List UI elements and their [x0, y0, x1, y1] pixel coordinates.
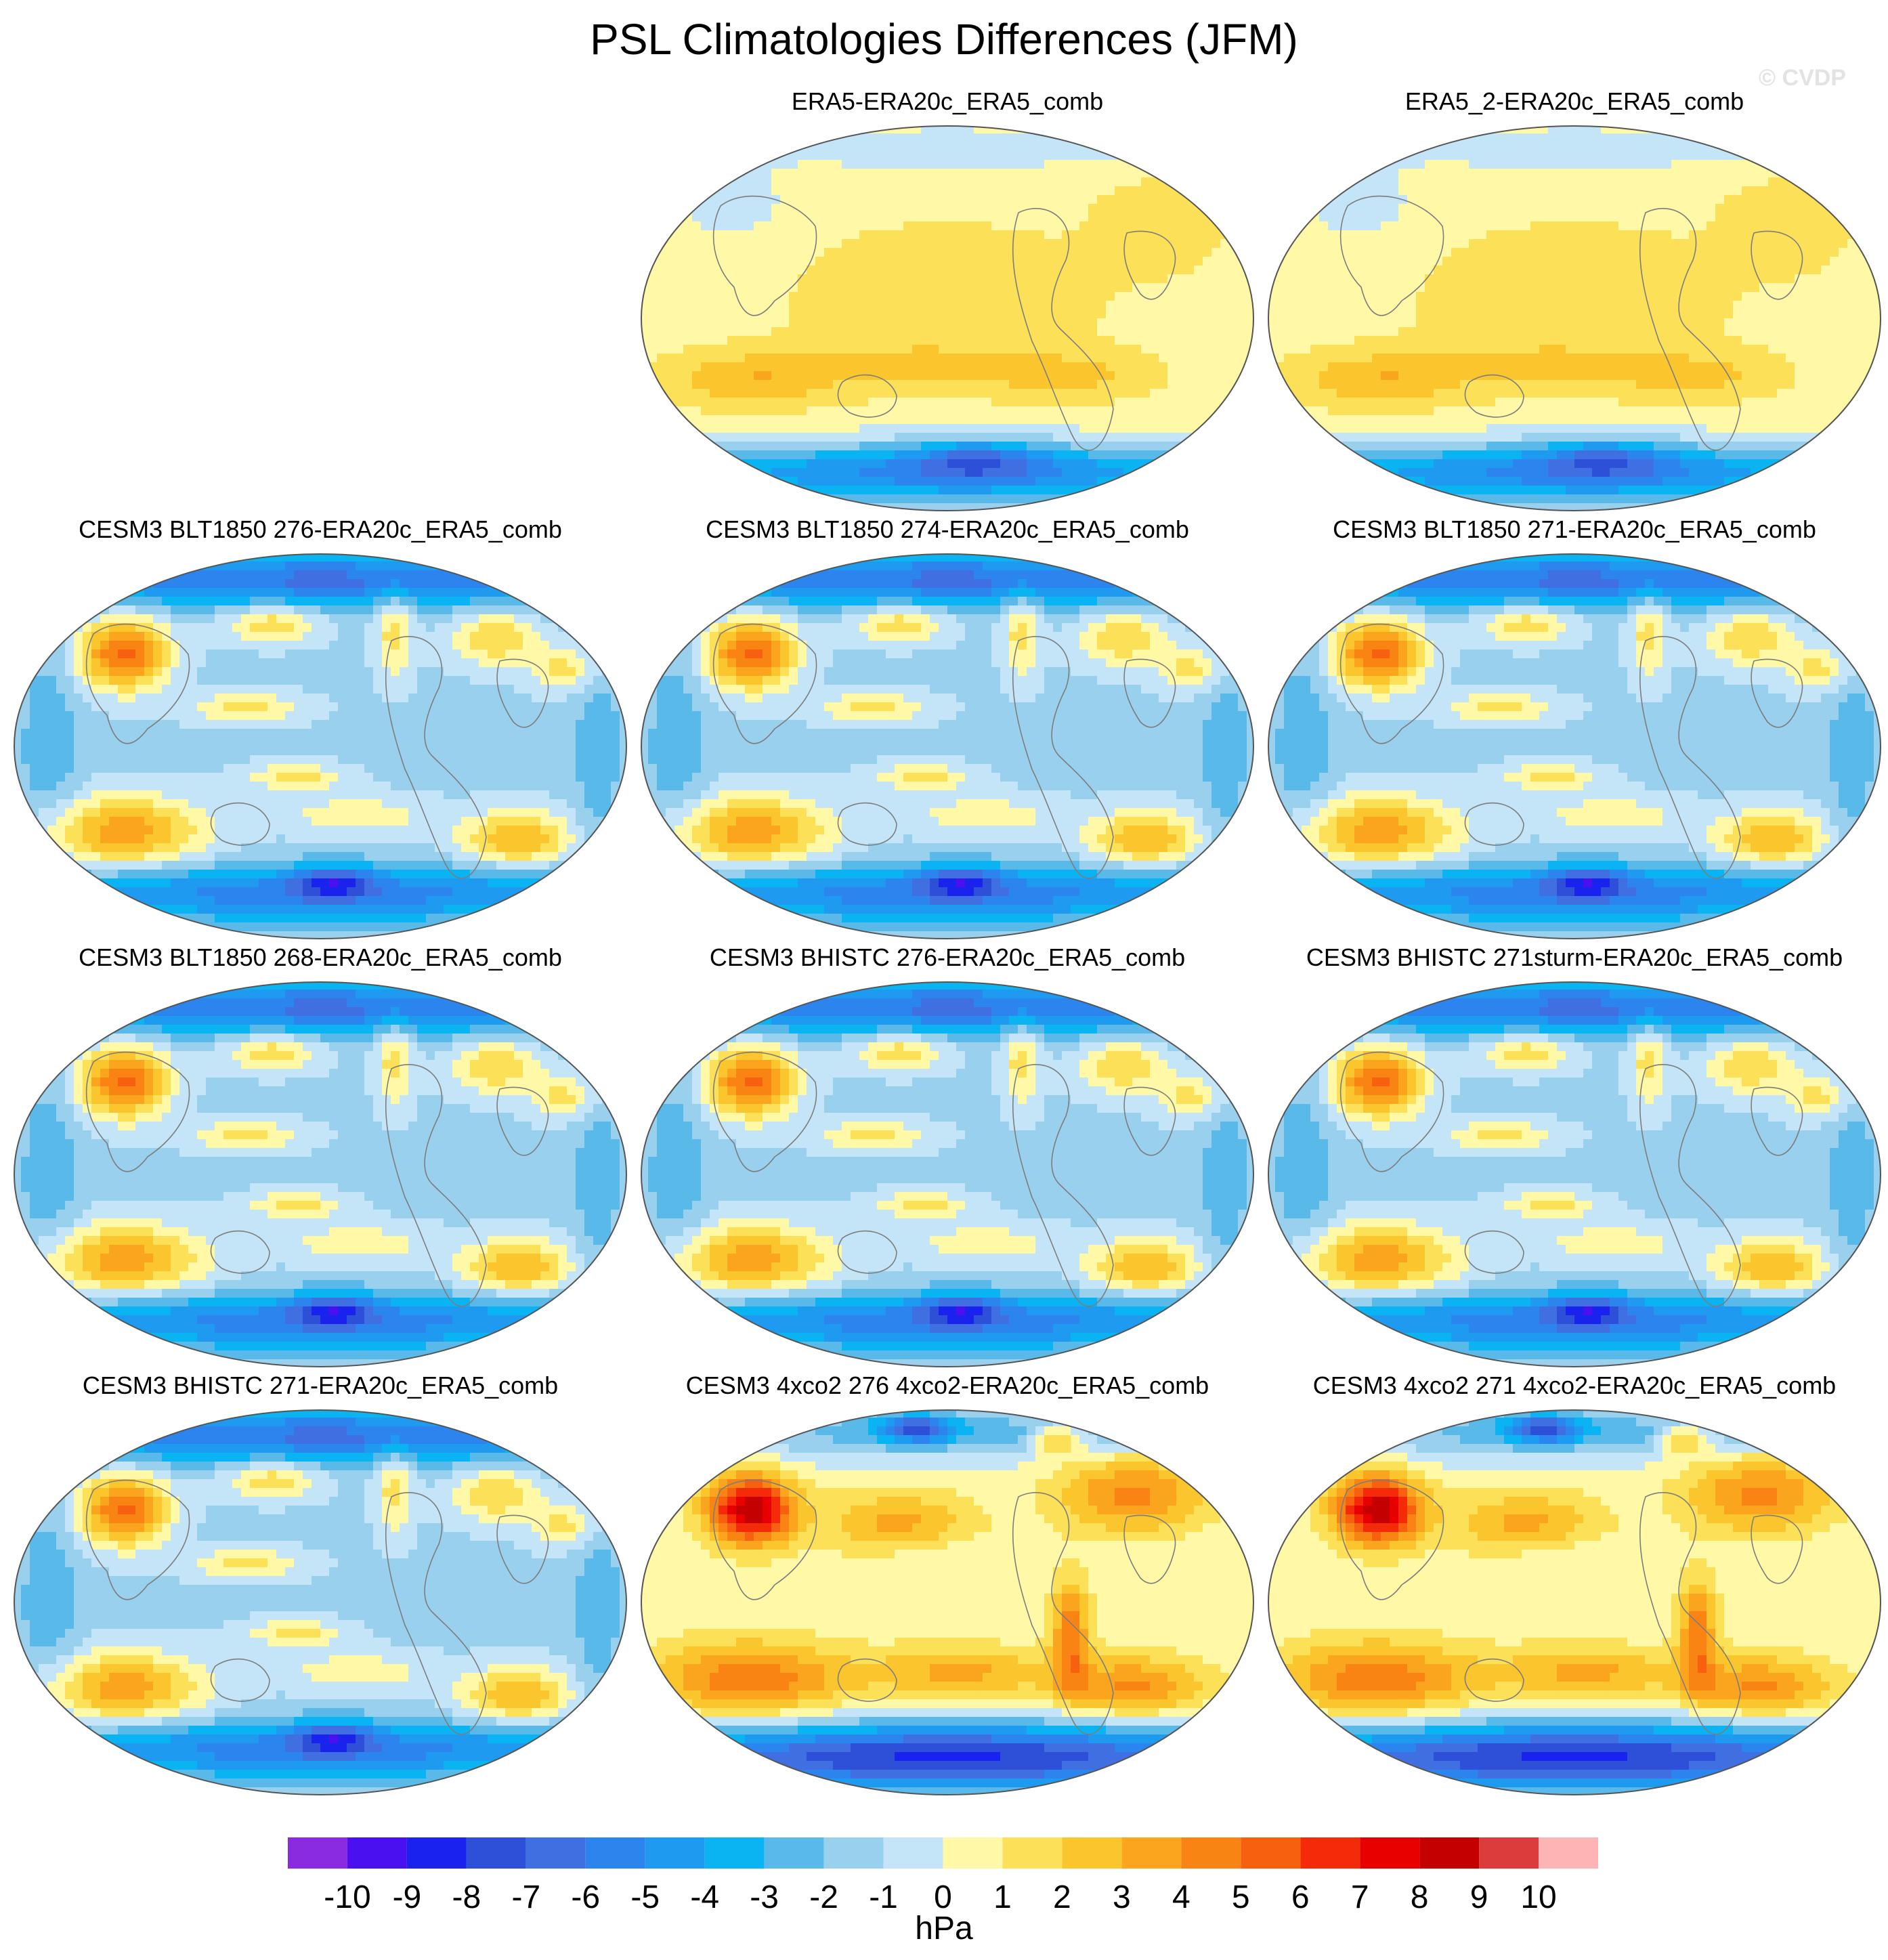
map-panel: CESM3 BLT1850 276-ERA20c_ERA5_comb [12, 515, 628, 943]
panel-title: CESM3 BHISTC 271sturm-ERA20c_ERA5_comb [1266, 943, 1883, 973]
map-panel: CESM3 4xco2 271 4xco2-ERA20c_ERA5_comb [1266, 1371, 1883, 1799]
panel-title: CESM3 BHISTC 276-ERA20c_ERA5_comb [639, 943, 1256, 973]
colorbar-swatch [704, 1837, 765, 1869]
colorbar-swatch [645, 1837, 705, 1869]
colorbar-swatch [823, 1837, 884, 1869]
panel-title: CESM3 BLT1850 276-ERA20c_ERA5_comb [12, 515, 628, 545]
robinson-map [641, 981, 1254, 1367]
colorbar-units: hPa [0, 1910, 1888, 1948]
robinson-map [1268, 125, 1881, 511]
colorbar-swatch [1360, 1837, 1420, 1869]
robinson-map [14, 981, 627, 1367]
robinson-map [14, 553, 627, 939]
robinson-map [1268, 1409, 1881, 1795]
map-panel: CESM3 BHISTC 271sturm-ERA20c_ERA5_comb [1266, 943, 1883, 1371]
colorbar-swatch [1241, 1837, 1301, 1869]
colorbar-swatch [1300, 1837, 1360, 1869]
map-panel: CESM3 BLT1850 274-ERA20c_ERA5_comb [639, 515, 1256, 943]
colorbar-swatch [1539, 1837, 1598, 1869]
watermark: © CVDP [1759, 65, 1846, 91]
robinson-map [1268, 981, 1881, 1367]
colorbar-swatch [585, 1837, 645, 1869]
map-panel: CESM3 BHISTC 276-ERA20c_ERA5_comb [639, 943, 1256, 1371]
colorbar-swatch [525, 1837, 586, 1869]
colorbar-swatch [1419, 1837, 1480, 1869]
map-panel: CESM3 BLT1850 268-ERA20c_ERA5_comb [12, 943, 628, 1371]
panel-title: CESM3 BHISTC 271-ERA20c_ERA5_comb [12, 1371, 628, 1401]
map-panel: CESM3 BLT1850 271-ERA20c_ERA5_comb [1266, 515, 1883, 943]
robinson-map [1268, 553, 1881, 939]
colorbar-swatch [764, 1837, 824, 1869]
colorbar-swatch [943, 1837, 1003, 1869]
robinson-map [14, 1409, 627, 1795]
map-panel: ERA5_2-ERA20c_ERA5_comb [1266, 87, 1883, 515]
robinson-map [641, 125, 1254, 511]
panel-title: CESM3 BLT1850 271-ERA20c_ERA5_comb [1266, 515, 1883, 545]
colorbar-swatch [1121, 1837, 1182, 1869]
panel-title: CESM3 4xco2 271 4xco2-ERA20c_ERA5_comb [1266, 1371, 1883, 1401]
panel-title: CESM3 BLT1850 274-ERA20c_ERA5_comb [639, 515, 1256, 545]
map-panel: CESM3 BHISTC 271-ERA20c_ERA5_comb [12, 1371, 628, 1799]
colorbar-swatch [1479, 1837, 1539, 1869]
colorbar-swatch [406, 1837, 467, 1869]
panel-title: CESM3 BLT1850 268-ERA20c_ERA5_comb [12, 943, 628, 973]
robinson-map [641, 553, 1254, 939]
colorbar-swatch [1062, 1837, 1122, 1869]
colorbar-swatch [1002, 1837, 1063, 1869]
panel-title: CESM3 4xco2 276 4xco2-ERA20c_ERA5_comb [639, 1371, 1256, 1401]
colorbar-swatch [347, 1837, 407, 1869]
colorbar-swatch [1181, 1837, 1241, 1869]
map-panel: CESM3 4xco2 276 4xco2-ERA20c_ERA5_comb [639, 1371, 1256, 1799]
colorbar-swatch [883, 1837, 943, 1869]
figure-title: PSL Climatologies Differences (JFM) [0, 12, 1888, 66]
map-panel: ERA5-ERA20c_ERA5_comb [639, 87, 1256, 515]
colorbar-swatch [288, 1837, 347, 1869]
panel-title: ERA5-ERA20c_ERA5_comb [639, 87, 1256, 116]
colorbar-swatch [466, 1837, 526, 1869]
robinson-map [641, 1409, 1254, 1795]
panel-title: ERA5_2-ERA20c_ERA5_comb [1266, 87, 1883, 116]
